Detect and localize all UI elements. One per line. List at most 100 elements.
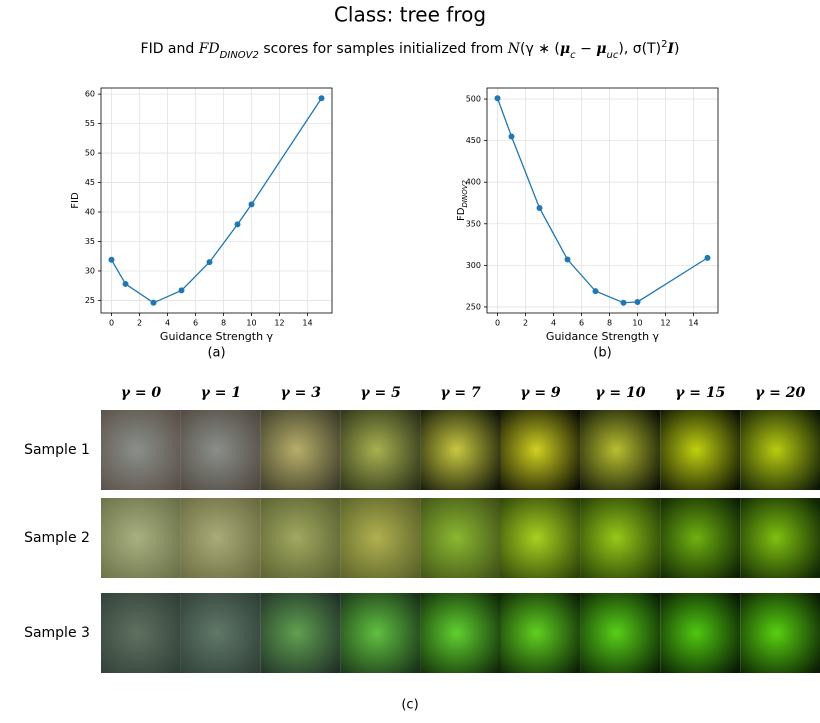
sample-image [101,593,181,673]
sample-image [500,410,581,490]
sample-image [340,593,421,673]
title: Class: tree frog [334,3,486,27]
subtitle-part: scores for samples initialized from [259,41,508,57]
y-tick-label: 300 [466,261,481,270]
sample-image [260,410,341,490]
point [536,204,543,211]
row-label: Sample 1 [24,442,90,458]
subtitle-part: c [570,50,576,61]
column-label: γ = 0 [121,385,162,401]
sample-image [500,593,581,673]
grid-caption: (c) [401,698,418,713]
subtitle-part: μ [596,41,606,57]
y-axis-label: FID [70,192,81,209]
column-label: γ = 15 [675,385,725,401]
subtitle-part: − [576,41,597,57]
point [248,201,255,208]
sample-image [580,498,661,578]
point [108,256,115,263]
y-tick-label: 250 [466,302,481,311]
subtitle-part: μ [560,41,570,57]
y-tick-label: 400 [466,178,481,187]
sample-image [101,410,181,490]
plot-frame [100,87,333,314]
y-tick-label: 50 [85,149,95,158]
subtitle-part: (γ ∗ ( [520,41,560,57]
x-tick-label: 10 [632,319,642,328]
sample-image [420,498,501,578]
x-tick-label: 2 [137,319,142,328]
column-label: γ = 7 [440,385,481,401]
y-tick-label: 450 [466,136,481,145]
x-tick-label: 6 [579,319,584,328]
point [122,280,129,287]
y-axis-label-sub: DINOV2 [461,180,469,208]
point [592,288,599,295]
sample-image [260,593,341,673]
column-label: γ = 10 [595,385,645,401]
sample-image [180,410,261,490]
sample-image [101,498,181,578]
x-tick-label: 0 [495,319,500,328]
point [564,256,571,263]
subtitle-part: 2 [661,39,667,50]
subtitle-part: I [666,41,674,57]
x-tick-label: 8 [607,319,612,328]
subtitle-part: FD [198,41,220,57]
x-tick-label: 4 [551,319,556,328]
y-tick-label: 350 [466,219,481,228]
subtitle-part: uc [607,50,619,61]
x-tick-label: 12 [274,319,284,328]
row-label: Sample 3 [24,625,90,641]
x-tick-label: 6 [193,319,198,328]
sample-image [740,410,820,490]
column-label: γ = 9 [520,385,561,401]
caption: (a) [207,346,225,361]
point [508,133,515,140]
column-label: γ = 5 [360,385,400,401]
row-label: Sample 2 [24,530,90,546]
column-label: γ = 20 [755,385,805,401]
sample-image [500,498,581,578]
subtitle-part: DINOV2 [220,50,259,61]
x-axis-label: Guidance Strength γ [160,330,274,343]
sample-image [180,593,261,673]
x-tick-label: 8 [221,319,226,328]
y-tick-label: 55 [85,119,95,128]
x-tick-label: 4 [165,319,170,328]
caption: (b) [593,346,611,361]
point [494,95,501,102]
sample-image [580,593,661,673]
y-tick-label: 35 [85,237,95,246]
point [318,95,325,102]
sample-image [660,593,741,673]
point [206,259,213,266]
sample-image [580,410,661,490]
y-axis-label-text: FID [70,192,81,209]
y-tick-label: 45 [85,178,95,187]
x-tick-label: 10 [246,319,256,328]
point [234,221,241,228]
sample-image [420,410,501,490]
line [110,97,323,304]
subtitle-part: ), σ(T) [618,41,661,57]
column-label: γ = 3 [281,385,322,401]
y-tick-label: 40 [85,208,95,217]
point [150,299,157,306]
subtitle-part: FID and [141,41,199,57]
y-tick-label: 500 [466,95,481,104]
y-tick-label: 60 [85,90,95,99]
x-tick-label: 0 [109,319,114,328]
sample-image [660,498,741,578]
column-label: γ = 1 [201,385,241,401]
x-tick-label: 14 [688,319,698,328]
sample-image [740,593,820,673]
sample-image [180,498,261,578]
sample-image [340,410,421,490]
x-axis-label: Guidance Strength γ [546,330,660,343]
x-tick-label: 14 [302,319,312,328]
sample-image [340,498,421,578]
y-tick-label: 25 [85,296,95,305]
x-tick-label: 2 [523,319,528,328]
